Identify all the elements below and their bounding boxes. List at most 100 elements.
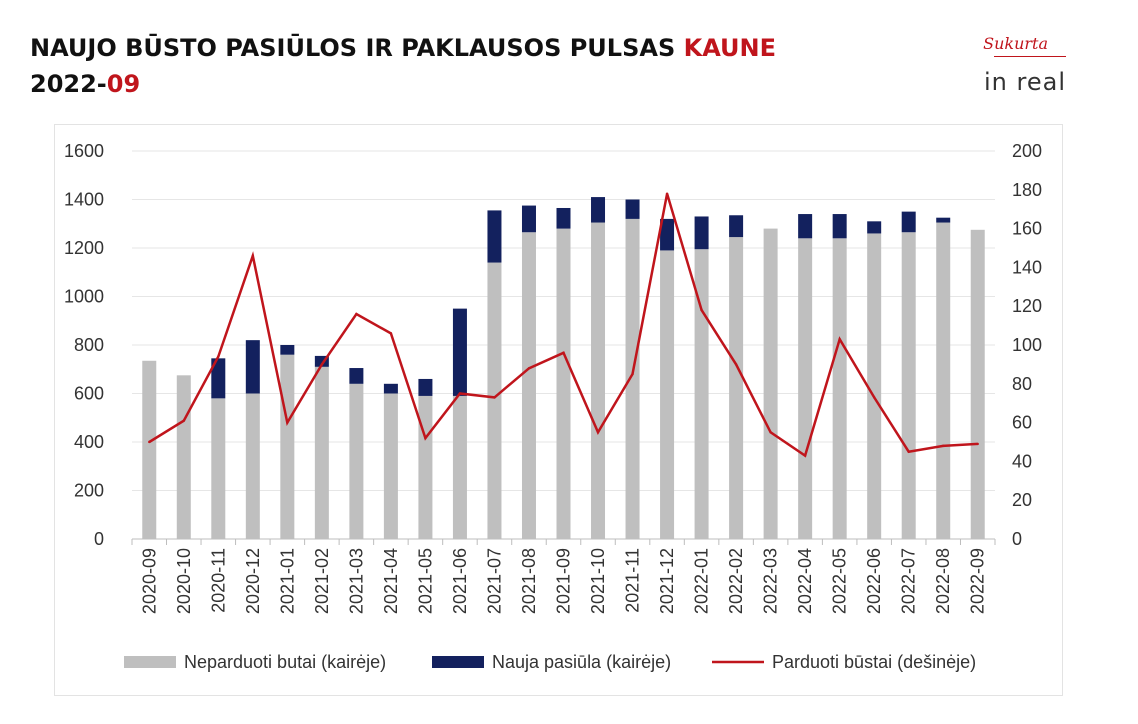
x-tick-label: 2022-01 [692,548,712,614]
legend-swatch-unsold [124,656,176,668]
title-year: 2022- [30,70,107,98]
x-tick-label: 2021-10 [588,548,608,614]
y-left-tick-label: 0 [94,529,104,549]
point-sold [665,192,669,195]
x-tick-label: 2021-01 [277,548,297,614]
bar-new-supply [660,218,675,251]
x-tick-label: 2020-12 [243,548,263,614]
x-tick-label: 2022-05 [830,548,850,614]
y-right-tick-label: 100 [1012,335,1042,355]
point-sold [217,355,220,358]
x-tick-label: 2020-09 [139,548,159,614]
bar-unsold [452,395,467,539]
title-line-1: NAUJO BŪSTO PASIŪLOS IR PAKLAUSOS PULSAS… [30,30,776,66]
legend-label-sold: Parduoti būstai (dešinėje) [772,652,976,672]
chart-title: NAUJO BŪSTO PASIŪLOS IR PAKLAUSOS PULSAS… [30,30,776,102]
y-right-tick-label: 200 [1012,141,1042,161]
y-left-tick-label: 1200 [64,238,104,258]
chart-frame [54,124,1063,696]
point-sold [907,450,910,453]
bar-new-supply [867,221,882,234]
title-main: NAUJO BŪSTO PASIŪLOS IR PAKLAUSOS PULSAS [30,34,676,62]
bar-new-supply [314,355,329,367]
x-tick-label: 2022-06 [864,548,884,614]
y-left-tick-label: 200 [74,481,104,501]
point-sold [320,363,324,366]
x-tick-label: 2021-06 [450,548,470,614]
y-left-tick-label: 800 [74,335,104,355]
bar-new-supply [418,378,433,396]
point-sold [355,312,358,316]
x-tick-label: 2022-09 [968,548,988,614]
bar-new-supply [383,383,398,394]
x-tick-label: 2021-03 [346,548,366,614]
bar-unsold [694,249,709,539]
bar-unsold [245,393,260,539]
logo-wordmark: in real [984,68,1066,96]
point-sold [148,440,151,444]
bar-new-supply [211,358,226,399]
x-tick-label: 2021-09 [554,548,574,614]
bar-unsold [970,229,985,539]
x-tick-label: 2022-02 [726,548,746,614]
bar-unsold [936,222,951,539]
bar-unsold [176,375,191,539]
point-sold [562,351,565,354]
x-tick-label: 2021-12 [657,548,677,614]
point-sold [493,396,496,399]
y-left-tick-label: 400 [74,432,104,452]
bar-new-supply [556,207,571,229]
bar-unsold [349,383,364,539]
bar-unsold [314,366,329,539]
bar-new-supply [521,205,536,233]
point-sold [251,254,255,257]
bar-unsold [763,228,778,539]
point-sold [458,392,462,395]
y-right-tick-label: 60 [1012,413,1032,433]
x-tick-label: 2021-07 [484,548,504,614]
point-sold [286,421,289,424]
bar-unsold [901,232,916,540]
point-sold [769,431,772,434]
x-tick-label: 2021-02 [312,548,332,614]
bar-unsold [280,354,295,539]
y-right-tick-label: 120 [1012,296,1042,316]
point-sold [700,308,703,312]
point-sold [596,431,600,434]
bar-unsold [487,262,502,539]
bar-new-supply [487,210,502,263]
bar-unsold [832,238,847,540]
point-sold [838,337,841,341]
title-line-2: 2022-09 [30,66,776,102]
bar-new-supply [798,214,813,239]
point-sold [872,396,876,399]
x-tick-label: 2021-05 [415,548,435,614]
y-right-tick-label: 0 [1012,529,1022,549]
x-tick-label: 2022-04 [795,548,815,614]
x-tick-label: 2022-08 [933,548,953,614]
bar-new-supply [349,368,364,384]
bar-unsold [521,232,536,540]
bar-new-supply [936,217,951,223]
x-tick-label: 2021-11 [623,548,643,613]
x-tick-label: 2022-07 [899,548,919,614]
title-city: KAUNE [683,34,776,62]
x-tick-label: 2021-04 [381,548,401,614]
x-tick-label: 2020-10 [174,548,194,614]
point-sold [976,442,979,446]
y-left-tick-label: 1400 [64,190,104,210]
bar-new-supply [901,211,916,233]
bar-unsold [798,238,813,540]
bar-new-supply [832,214,847,239]
bar-new-supply [245,340,260,394]
point-sold [942,444,945,448]
logo-underline [994,56,1066,57]
bar-unsold [383,393,398,539]
x-tick-label: 2020-11 [208,548,228,613]
bar-new-supply [694,216,709,250]
bar-new-supply [625,199,640,219]
bar-unsold [591,222,606,539]
point-sold [803,454,807,457]
point-sold [527,367,531,370]
